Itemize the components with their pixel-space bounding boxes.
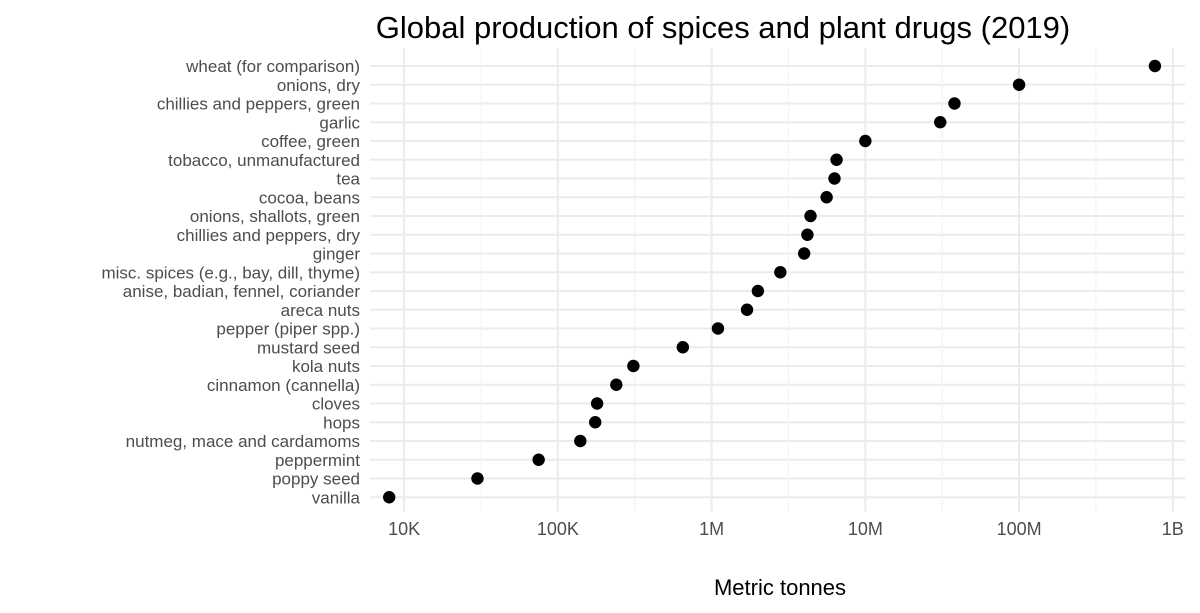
category-label: chillies and peppers, green [157, 95, 360, 114]
data-point [574, 434, 587, 448]
data-point [948, 97, 961, 110]
data-point [740, 303, 754, 316]
data-point [589, 416, 602, 429]
category-label: tea [336, 170, 360, 189]
data-point [1148, 59, 1162, 73]
x-tick-labels: 10K 100K 1M 10M 100M 1B [388, 519, 1184, 539]
data-point [383, 491, 396, 504]
x-tick-label: 100K [537, 519, 579, 539]
data-point [820, 191, 833, 204]
x-tick-label: 1B [1162, 519, 1184, 539]
category-label: areca nuts [281, 301, 360, 320]
data-point [830, 153, 843, 166]
category-label: vanilla [312, 488, 361, 507]
x-tick-label: 1M [699, 519, 724, 539]
category-label: coffee, green [261, 132, 360, 151]
chart-title: Global production of spices and plant dr… [376, 10, 1071, 45]
data-point [859, 134, 872, 148]
category-label: hops [323, 413, 360, 432]
data-point [1012, 78, 1026, 91]
x-axis-title: Metric tonnes [714, 575, 846, 600]
x-tick-label: 10K [388, 519, 420, 539]
category-label: onions, dry [277, 76, 361, 95]
category-label: garlic [319, 113, 360, 132]
category-labels: wheat (for comparison)onions, drychillie… [101, 57, 360, 507]
category-label: wheat (for comparison) [185, 57, 360, 76]
grid [370, 48, 1185, 512]
data-point [828, 172, 841, 185]
category-label: misc. spices (e.g., bay, dill, thyme) [101, 263, 360, 282]
category-label: poppy seed [272, 470, 360, 489]
category-label: pepper (piper spp.) [216, 320, 360, 339]
data-point [590, 397, 604, 410]
data-point [751, 284, 765, 298]
data-point [471, 472, 484, 485]
data-point [610, 378, 623, 391]
category-label: kola nuts [292, 357, 360, 376]
category-label: tobacco, unmanufactured [168, 151, 360, 170]
category-label: cocoa, beans [259, 188, 360, 207]
category-label: mustard seed [257, 338, 360, 357]
data-point [711, 322, 725, 335]
data-point [774, 266, 787, 279]
data-point [532, 453, 545, 466]
data-point [627, 359, 640, 373]
category-label: anise, badian, fennel, coriander [123, 282, 361, 301]
data-point [676, 341, 690, 354]
category-label: ginger [313, 245, 361, 264]
x-tick-label: 10M [848, 519, 883, 539]
category-label: peppermint [275, 451, 360, 470]
data-point [801, 228, 814, 241]
category-label: cloves [312, 395, 360, 414]
category-label: cinnamon (cannella) [207, 376, 360, 395]
x-tick-label: 100M [997, 519, 1042, 539]
data-points [383, 59, 1162, 504]
category-label: nutmeg, mace and cardamoms [126, 432, 360, 451]
category-label: chillies and peppers, dry [177, 226, 361, 245]
data-point [934, 116, 947, 129]
category-label: onions, shallots, green [190, 207, 360, 226]
data-point [797, 247, 811, 260]
data-point [804, 209, 817, 223]
